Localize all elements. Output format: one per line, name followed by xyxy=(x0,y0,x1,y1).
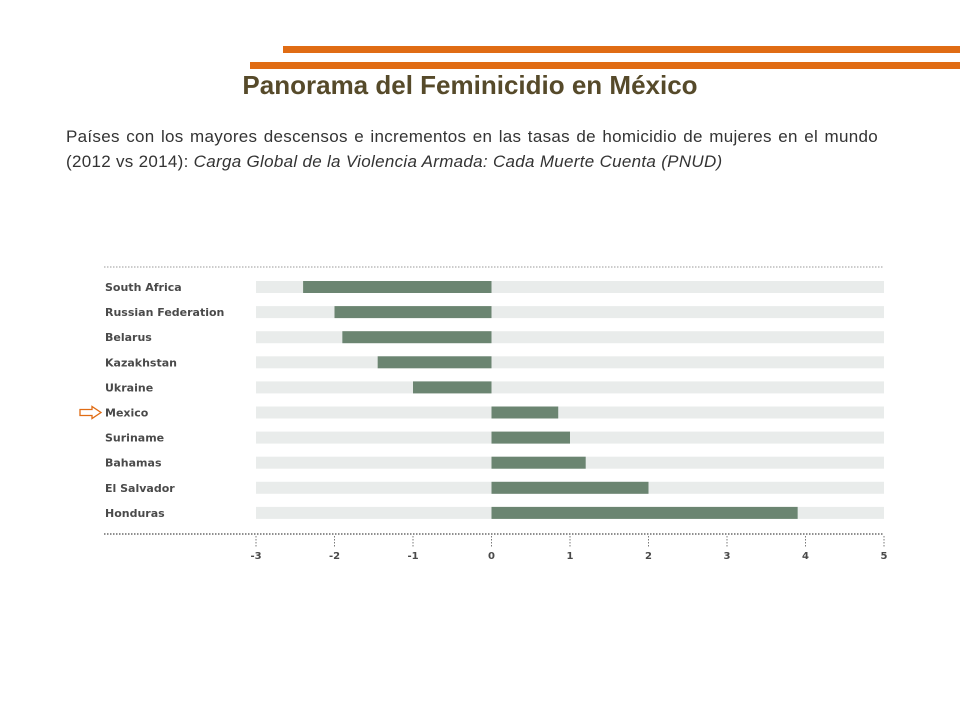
x-tick-label: 1 xyxy=(567,551,574,562)
bar-track xyxy=(256,356,884,369)
subtitle-text: Países con los mayores descensos e incre… xyxy=(66,127,878,171)
x-tick-label: 0 xyxy=(488,551,495,562)
category-label: Bahamas xyxy=(105,457,162,470)
bar xyxy=(413,381,492,394)
x-tick-label: -1 xyxy=(407,551,418,562)
page-subtitle: Países con los mayores descensos e incre… xyxy=(66,124,878,174)
category-label: Mexico xyxy=(105,407,149,420)
bar-track xyxy=(256,406,884,419)
x-tick-label: 2 xyxy=(645,551,652,562)
accent-line-top xyxy=(283,46,960,53)
category-label: Honduras xyxy=(105,507,165,520)
x-tick-label: 5 xyxy=(881,551,888,562)
arrow-right-icon xyxy=(79,405,103,420)
subtitle-source: Carga Global de la Violencia Armada: Cad… xyxy=(193,152,723,171)
bar xyxy=(491,506,798,519)
x-tick-label: 3 xyxy=(724,551,731,562)
x-tick-label: -2 xyxy=(329,551,340,562)
accent-line-bottom xyxy=(250,62,960,69)
x-tick-label: 4 xyxy=(802,551,809,562)
bar xyxy=(491,406,559,419)
category-label: El Salvador xyxy=(105,482,175,495)
bar xyxy=(377,356,492,369)
category-label: Kazakhstan xyxy=(105,356,177,369)
bar xyxy=(491,456,586,469)
bar xyxy=(491,431,570,444)
category-label: Russian Federation xyxy=(105,306,224,319)
category-label: South Africa xyxy=(105,281,182,294)
category-label: Ukraine xyxy=(105,381,153,394)
category-label: Suriname xyxy=(105,432,164,445)
category-label: Belarus xyxy=(105,331,152,344)
bar xyxy=(342,331,492,344)
x-tick-label: -3 xyxy=(250,551,261,562)
bar xyxy=(334,306,492,319)
bar xyxy=(303,281,492,293)
page-title: Panorama del Feminicidio en México xyxy=(242,70,698,100)
bar-track xyxy=(256,381,884,394)
bar xyxy=(491,481,649,494)
